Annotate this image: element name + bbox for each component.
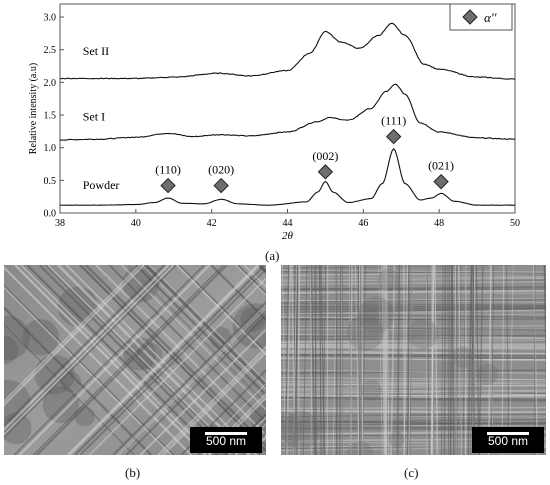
y-tick-label: 1.0 bbox=[44, 143, 57, 154]
series-label: Set II bbox=[83, 44, 109, 58]
alpha-marker bbox=[433, 173, 449, 190]
micrograph-c: 500 nm bbox=[281, 265, 546, 455]
xrd-chart: 38 40 42 44 46 48 50 0.0 0.5 1.0 1.5 2.0 2.5 3.0 2θ Rel… bbox=[28, 3, 520, 240]
alpha-marker bbox=[213, 177, 229, 194]
legend-label: α'' bbox=[484, 10, 497, 25]
x-tick-label: 44 bbox=[283, 218, 293, 229]
y-tick-label: 1.5 bbox=[44, 111, 57, 122]
x-tick-label: 40 bbox=[131, 218, 141, 229]
alpha-marker bbox=[385, 128, 402, 145]
y-axis-label: Relative intensity (a.u) bbox=[28, 63, 39, 154]
scale-bar-b: 500 nm bbox=[190, 427, 262, 453]
micrograph-c-texture bbox=[281, 265, 546, 455]
micrograph-b: 500 nm bbox=[4, 265, 266, 455]
peak-label: (020) bbox=[208, 163, 234, 177]
alpha-marker bbox=[160, 177, 176, 194]
series-line-set-ii bbox=[59, 22, 516, 80]
y-tick-label: 0.0 bbox=[44, 209, 57, 220]
panel-label-a: (a) bbox=[265, 248, 280, 263]
series-line-powder bbox=[59, 148, 516, 206]
y-tick-label: 2.0 bbox=[44, 78, 57, 89]
scale-bar-b-label: 500 nm bbox=[205, 434, 247, 448]
scale-bar-b-line bbox=[205, 432, 247, 435]
y-tick-label: 2.5 bbox=[44, 45, 57, 56]
panel-label-c: (c) bbox=[404, 465, 419, 480]
series-label: Powder bbox=[83, 178, 120, 192]
x-axis-label: 2θ bbox=[282, 230, 294, 240]
legend-marker bbox=[462, 9, 478, 25]
scale-bar-c-line bbox=[487, 432, 529, 435]
peak-label: (021) bbox=[428, 159, 454, 173]
x-tick-label: 48 bbox=[434, 218, 444, 229]
series-line-set-i bbox=[59, 83, 516, 141]
x-tick-label: 38 bbox=[55, 218, 65, 229]
x-tick-label: 42 bbox=[207, 218, 217, 229]
y-tick-label: 0.5 bbox=[44, 176, 57, 187]
x-tick-label: 46 bbox=[358, 218, 368, 229]
scale-bar-c-label: 500 nm bbox=[487, 434, 529, 448]
panel-label-b: (b) bbox=[125, 465, 141, 480]
alpha-marker bbox=[317, 164, 334, 180]
scale-bar-c: 500 nm bbox=[472, 427, 544, 453]
y-tick-label: 3.0 bbox=[44, 13, 57, 24]
series-label: Set I bbox=[83, 109, 105, 123]
peak-label: (110) bbox=[155, 163, 181, 177]
peak-label: (002) bbox=[312, 149, 338, 163]
x-tick-label: 50 bbox=[510, 218, 520, 229]
peak-label: (111) bbox=[381, 114, 406, 128]
legend-box bbox=[449, 3, 513, 31]
